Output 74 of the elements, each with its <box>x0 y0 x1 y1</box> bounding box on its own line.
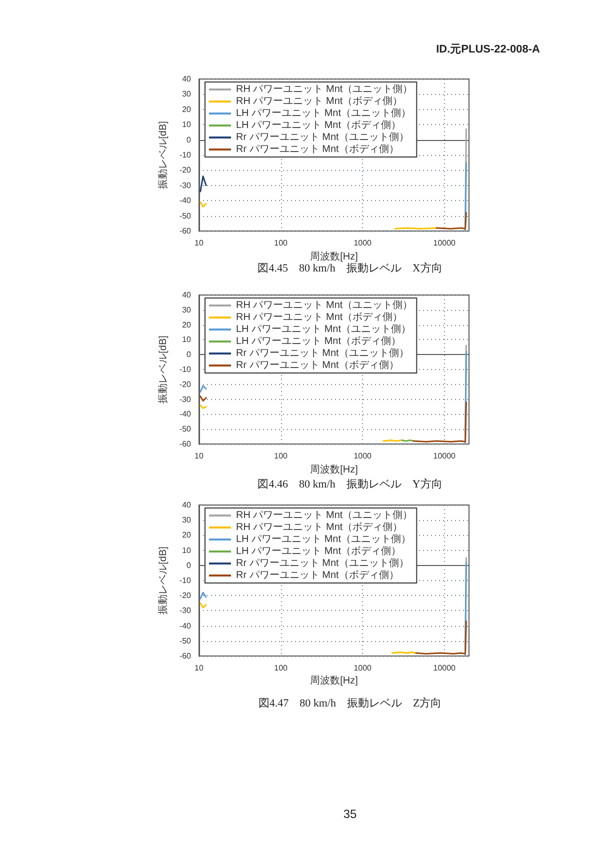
text: 35 <box>343 807 357 821</box>
legend-label: Rr パワーユニット Mnt（ユニット側） <box>236 558 409 569</box>
y-tick-label: -50 <box>179 636 192 646</box>
y-tick-label: -50 <box>179 211 192 220</box>
x-tick-label: 10 <box>194 452 204 460</box>
legend-label: Rr パワーユニット Mnt（ボディ側） <box>236 144 399 155</box>
y-tick-label: 20 <box>182 530 192 540</box>
legend-label: RH パワーユニット Mnt（ユニット側） <box>236 84 413 95</box>
legend-label: Rr パワーユニット Mnt（ボディ側） <box>236 360 399 371</box>
x-axis-title: 周波数[Hz] <box>310 463 358 476</box>
x-axis-title: 周波数[Hz] <box>310 674 358 686</box>
x-tick-label: 100 <box>274 452 288 460</box>
x-tick-label: 10000 <box>433 664 456 672</box>
y-tick-label: 10 <box>182 335 192 344</box>
y-tick-label: -30 <box>179 606 192 616</box>
legend-label: Rr パワーユニット Mnt（ボディ側） <box>236 570 399 581</box>
x-tick-label: 100 <box>274 664 288 672</box>
y-tick-label: -20 <box>179 591 192 600</box>
y-tick-label: 0 <box>186 350 192 360</box>
legend-label: LH パワーユニット Mnt（ボディ側） <box>236 120 402 131</box>
legend-label: Rr パワーユニット Mnt（ユニット側） <box>236 348 409 359</box>
y-tick-label: 10 <box>182 120 192 130</box>
legend-label: LH パワーユニット Mnt（ボディ側） <box>236 546 402 557</box>
y-tick-label: -30 <box>179 180 192 190</box>
y-tick-label: -10 <box>179 576 192 585</box>
y-tick-label: 40 <box>182 74 192 84</box>
y-tick-label: 20 <box>182 104 192 114</box>
y-tick-label: 40 <box>182 500 192 510</box>
legend-label: Rr パワーユニット Mnt（ユニット側） <box>236 132 409 143</box>
y-tick-label: -20 <box>179 380 192 389</box>
y-tick-label: -30 <box>179 394 192 404</box>
text: 図4.45 80 km/h 振動レベル X方向 <box>258 262 442 274</box>
y-tick-label: -40 <box>179 410 192 419</box>
y-tick-label: 30 <box>182 90 192 99</box>
x-tick-label: 1000 <box>354 238 372 248</box>
y-tick-label: 0 <box>186 560 192 570</box>
y-tick-label: 10 <box>182 546 192 555</box>
y-tick-label: -10 <box>179 150 192 160</box>
y-axis-title: 振動レベル[dB] <box>157 120 170 189</box>
y-tick-label: 40 <box>182 290 192 300</box>
y-axis-title: 振動レベル[dB] <box>157 546 170 614</box>
x-tick-label: 1000 <box>354 452 372 460</box>
y-tick-label: -20 <box>179 166 192 175</box>
legend-label: RH パワーユニット Mnt（ボディ側） <box>236 96 403 107</box>
y-tick-label: 30 <box>182 305 192 314</box>
text: ID.元PLUS-22-008-A <box>436 44 540 56</box>
x-axis-title: 周波数[Hz] <box>310 250 358 262</box>
x-tick-label: 10 <box>194 664 204 672</box>
x-tick-label: 10000 <box>433 238 456 248</box>
x-tick-label: 10000 <box>433 452 456 460</box>
y-tick-label: -60 <box>179 226 192 236</box>
y-tick-label: -60 <box>179 652 192 660</box>
legend-label: RH パワーユニット Mnt（ボディ側） <box>236 522 403 533</box>
text: 図4.47 80 km/h 振動レベル Z方向 <box>258 696 442 710</box>
y-tick-label: 0 <box>186 135 192 144</box>
y-tick-label: -60 <box>179 440 192 448</box>
legend-label: LH パワーユニット Mnt（ユニット側） <box>236 534 412 545</box>
y-tick-label: 20 <box>182 320 192 330</box>
legend-label: LH パワーユニット Mnt（ユニット側） <box>236 108 412 119</box>
x-tick-label: 1000 <box>354 664 372 672</box>
legend-label: RH パワーユニット Mnt（ボディ側） <box>236 312 403 323</box>
legend-label: LH パワーユニット Mnt（ボディ側） <box>236 336 402 347</box>
y-axis-title: 振動レベル[dB] <box>157 335 170 404</box>
y-tick-label: 30 <box>182 516 192 525</box>
legend-label: RH パワーユニット Mnt（ユニット側） <box>236 300 413 311</box>
x-tick-label: 100 <box>274 238 288 248</box>
x-tick-label: 10 <box>194 238 204 248</box>
y-tick-label: -40 <box>179 196 192 206</box>
legend-label: LH パワーユニット Mnt（ユニット側） <box>236 324 412 335</box>
y-tick-label: -10 <box>179 365 192 374</box>
text: 図4.46 80 km/h 振動レベル Y方向 <box>258 478 442 490</box>
y-tick-label: -50 <box>179 424 192 434</box>
legend-label: RH パワーユニット Mnt（ユニット側） <box>236 510 413 521</box>
y-tick-label: -40 <box>179 621 192 630</box>
